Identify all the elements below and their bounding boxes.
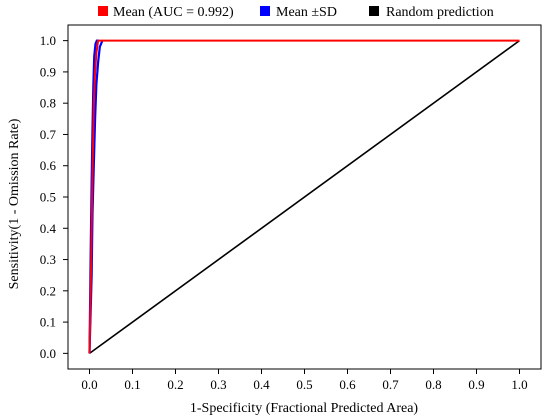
legend-swatch-random bbox=[369, 6, 379, 16]
y-tick-label: 0.0 bbox=[40, 346, 56, 361]
x-tick-label: 0.9 bbox=[468, 377, 484, 392]
y-tick-label: 0.3 bbox=[40, 252, 56, 267]
y-tick-label: 0.1 bbox=[40, 315, 56, 330]
series-line-mean-auc-0-992 bbox=[88, 39, 520, 354]
x-tick-label: 0.1 bbox=[124, 377, 140, 392]
legend-label-random: Random prediction bbox=[386, 5, 494, 20]
x-tick-label: 0.7 bbox=[382, 377, 399, 392]
y-axis-label: Sensitivity(1 - Omission Rate) bbox=[7, 118, 22, 289]
x-tick-label: 0.0 bbox=[81, 377, 97, 392]
y-tick-label: 0.6 bbox=[40, 158, 57, 173]
legend-label-mean: Mean (AUC = 0.992) bbox=[113, 5, 234, 20]
legend-label-sd: Mean ±SD bbox=[276, 5, 337, 20]
series-layer bbox=[88, 39, 520, 355]
y-axis-ticks: 0.0 0.1 0.2 0.3 0.4 0.5 0.6 0.7 0.8 0.9 1.0 bbox=[40, 33, 68, 361]
x-tick-label: 0.6 bbox=[339, 377, 356, 392]
x-tick-label: 0.4 bbox=[253, 377, 270, 392]
y-tick-label: 0.5 bbox=[40, 190, 56, 205]
x-tick-label: 1.0 bbox=[511, 377, 527, 392]
x-axis-ticks: 0.0 0.1 0.2 0.3 0.4 0.5 0.6 0.7 0.8 0.9 1.0 bbox=[81, 369, 528, 392]
legend-swatch-mean bbox=[98, 6, 108, 16]
legend-swatch-sd bbox=[260, 6, 270, 16]
y-tick-label: 0.8 bbox=[40, 96, 56, 111]
y-tick-label: 0.2 bbox=[40, 283, 56, 298]
x-tick-label: 0.3 bbox=[210, 377, 226, 392]
series-line-random-prediction bbox=[89, 39, 520, 355]
y-tick-label: 0.4 bbox=[40, 221, 57, 236]
x-tick-label: 0.5 bbox=[296, 377, 312, 392]
legend: Mean (AUC = 0.992) Mean ±SD Random predi… bbox=[98, 5, 494, 20]
y-tick-label: 0.7 bbox=[40, 127, 57, 142]
x-axis-label: 1-Specificity (Fractional Predicted Area… bbox=[190, 401, 419, 416]
y-tick-label: 0.9 bbox=[40, 64, 56, 79]
x-tick-label: 0.2 bbox=[167, 377, 183, 392]
x-tick-label: 0.8 bbox=[425, 377, 441, 392]
y-tick-label: 1.0 bbox=[40, 33, 56, 48]
